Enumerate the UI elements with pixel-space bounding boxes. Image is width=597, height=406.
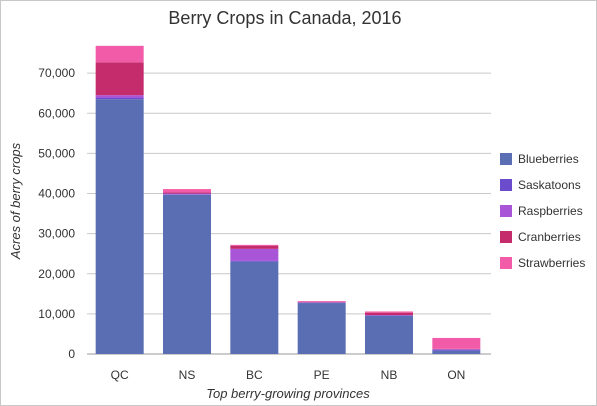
x-tick-label: QC bbox=[111, 368, 129, 382]
x-tick-label: NS bbox=[179, 368, 196, 382]
x-tick-label: BC bbox=[246, 368, 263, 382]
y-tick-label: 70,000 bbox=[38, 66, 75, 80]
legend-swatch-strawberries bbox=[500, 257, 512, 269]
legend-label-strawberries: Strawberries bbox=[518, 256, 585, 270]
bar-bc-strawberries bbox=[230, 244, 279, 246]
legend: Blueberries Saskatoons Raspberries Cranberr… bbox=[500, 152, 585, 270]
bar-ns-cranberries bbox=[163, 192, 211, 194]
y-tick-labels: 0 10,000 20,000 30,000 40,000 50,000 60,000 70,… bbox=[38, 66, 75, 361]
legend-label-saskatoons: Saskatoons bbox=[518, 178, 581, 192]
legend-swatch-blueberries bbox=[500, 153, 512, 165]
legend-swatch-raspberries bbox=[500, 205, 512, 217]
gridlines bbox=[87, 72, 491, 355]
bar-on-blueberries bbox=[432, 350, 481, 354]
bar-nb-cranberries bbox=[365, 312, 413, 316]
bar-pe-blueberries bbox=[297, 303, 346, 354]
bar-qc-blueberries bbox=[95, 99, 144, 354]
x-tick-label: NB bbox=[381, 368, 398, 382]
legend-label-blueberries: Blueberries bbox=[518, 152, 579, 166]
y-tick-label: 60,000 bbox=[38, 106, 75, 120]
bar-qc-cranberries bbox=[95, 62, 144, 96]
bar-bc-saskatoons bbox=[230, 260, 279, 262]
bar-on-saskatoons bbox=[432, 349, 481, 351]
bar-ns-strawberries bbox=[163, 189, 211, 193]
bar-on-strawberries bbox=[432, 337, 481, 349]
bar-nb-strawberries bbox=[365, 311, 413, 313]
x-tick-label: ON bbox=[447, 368, 465, 382]
legend-label-raspberries: Raspberries bbox=[518, 204, 583, 218]
y-tick-label: 40,000 bbox=[38, 187, 75, 201]
y-tick-label: 30,000 bbox=[38, 227, 75, 241]
y-tick-label: 10,000 bbox=[38, 307, 75, 321]
x-tick-label: PE bbox=[314, 368, 330, 382]
legend-label-cranberries: Cranberries bbox=[518, 230, 581, 244]
bar-qc-strawberries bbox=[95, 45, 144, 63]
bar-nb-blueberries bbox=[365, 315, 413, 354]
bar-bc-raspberries bbox=[230, 248, 279, 261]
x-tick-labels: QC NS BC PE NB ON bbox=[111, 368, 466, 382]
bar-ns-raspberries bbox=[163, 193, 211, 195]
y-tick-label: 50,000 bbox=[38, 146, 75, 160]
x-axis-title: Top berry-growing provinces bbox=[206, 386, 370, 401]
legend-swatch-cranberries bbox=[500, 231, 512, 243]
y-axis-title: Acres of berry crops bbox=[8, 142, 23, 260]
y-tick-label: 20,000 bbox=[38, 267, 75, 281]
y-tick-label: 0 bbox=[68, 347, 75, 361]
bar-bc-blueberries bbox=[230, 261, 279, 354]
bar-pe-strawberries bbox=[297, 301, 346, 302]
bar-bc-cranberries bbox=[230, 245, 279, 249]
bar-qc-saskatoons bbox=[95, 98, 144, 100]
legend-swatch-saskatoons bbox=[500, 179, 512, 191]
bars bbox=[95, 45, 481, 354]
bar-qc-raspberries bbox=[95, 95, 144, 99]
bar-ns-blueberries bbox=[163, 194, 211, 354]
chart-title: Berry Crops in Canada, 2016 bbox=[168, 8, 401, 28]
